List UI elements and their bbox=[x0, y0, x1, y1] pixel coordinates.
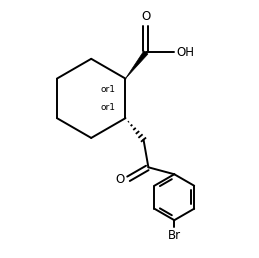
Text: or1: or1 bbox=[100, 85, 115, 94]
Text: O: O bbox=[115, 173, 124, 186]
Text: O: O bbox=[141, 10, 150, 23]
Text: Br: Br bbox=[168, 229, 181, 242]
Polygon shape bbox=[125, 51, 148, 79]
Text: OH: OH bbox=[176, 46, 194, 59]
Text: or1: or1 bbox=[100, 103, 115, 112]
